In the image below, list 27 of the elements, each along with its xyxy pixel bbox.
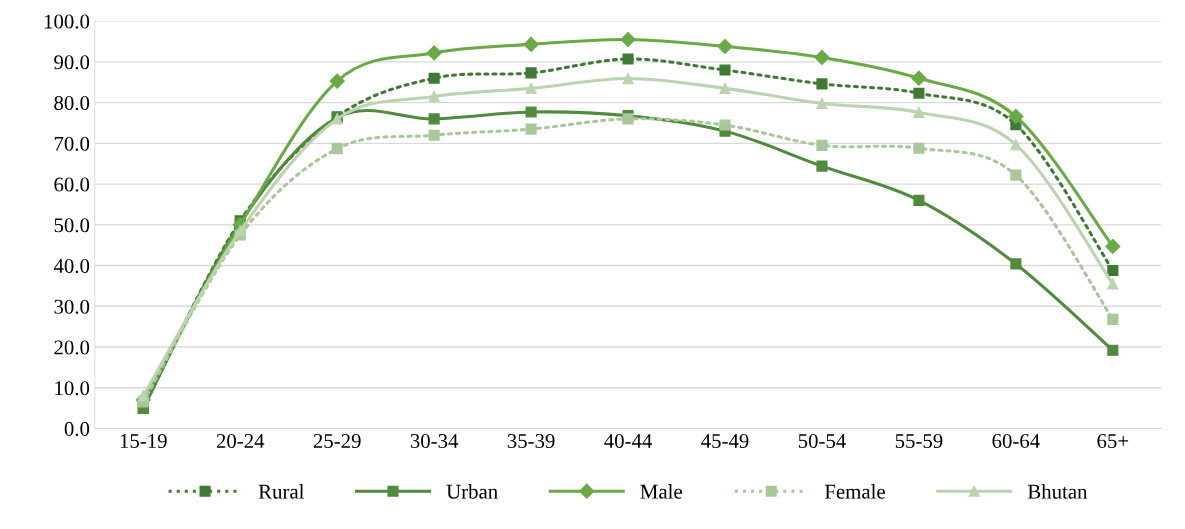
legend-label: Bhutan xyxy=(1027,484,1088,499)
y-tick-label: 10.0 xyxy=(55,381,90,396)
x-tick-label: 35-39 xyxy=(507,434,555,449)
y-tick-label: 100.0 xyxy=(44,14,90,29)
legend-label: Male xyxy=(640,484,682,499)
x-tick-label: 25-29 xyxy=(313,434,361,449)
x-tick-label: 15-19 xyxy=(120,434,167,449)
x-tick-label: 40-44 xyxy=(604,433,653,449)
y-tick-label: 50.0 xyxy=(54,218,90,233)
legend-label: Female xyxy=(824,484,885,499)
x-tick-label: 20-24 xyxy=(216,433,265,449)
y-tick-label: 90.0 xyxy=(54,55,90,70)
y-tick-label: 0.0 xyxy=(64,421,90,437)
y-tick-label: 20.0 xyxy=(54,340,90,355)
x-tick-label: 65+ xyxy=(1097,434,1129,449)
y-tick-label: 60.0 xyxy=(54,177,90,192)
x-tick-label: 45-49 xyxy=(701,434,749,449)
legend-label: Rural xyxy=(258,484,305,499)
x-tick-label: 50-54 xyxy=(798,433,846,449)
x-tick-label: 60-64 xyxy=(992,433,1040,449)
x-tick-label: 30-34 xyxy=(410,433,459,449)
y-tick-label: 40.0 xyxy=(53,258,90,274)
legend-label: Urban xyxy=(446,484,498,499)
y-tick-label: 70.0 xyxy=(54,136,90,151)
x-tick-label: 55-59 xyxy=(895,434,943,449)
y-tick-label: 30.0 xyxy=(54,299,90,314)
y-tick-label: 80.0 xyxy=(54,96,90,111)
